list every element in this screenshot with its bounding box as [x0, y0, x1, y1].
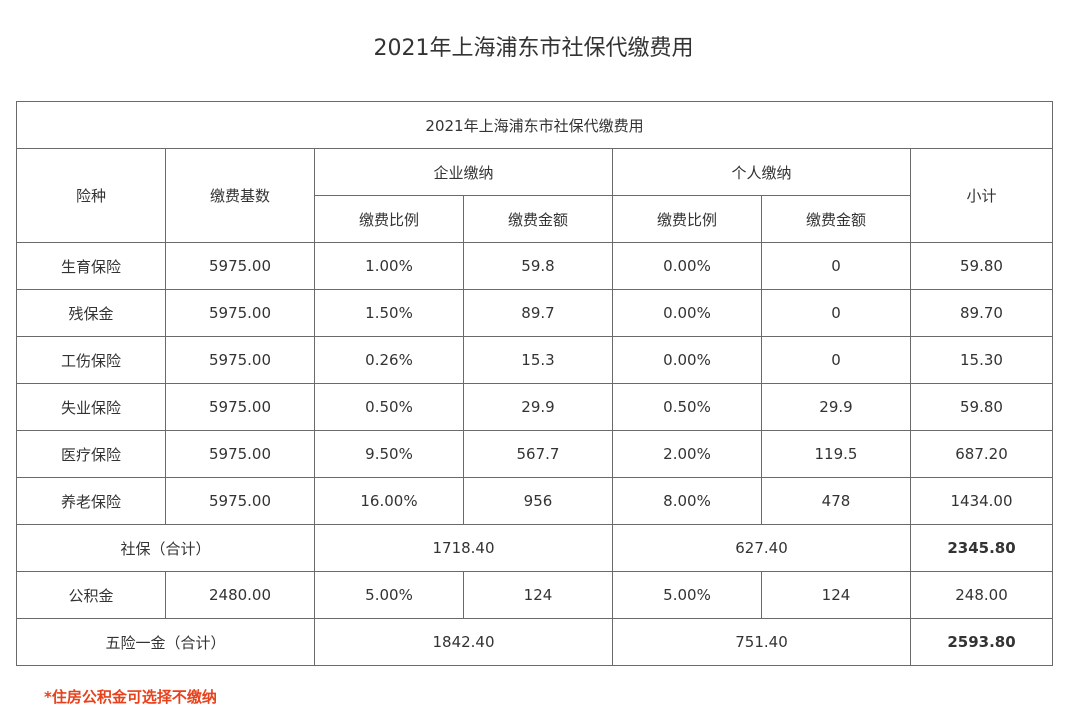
cell-company-rate: 0.50% [314, 383, 464, 431]
cell-type: 公积金 [16, 571, 166, 619]
table-caption: 2021年上海浦东市社保代缴费用 [16, 101, 1053, 149]
cell-subtotal: 59.80 [910, 242, 1053, 290]
cell-company-rate: 5.00% [314, 571, 464, 619]
grand-total-value: 2593.80 [910, 618, 1053, 666]
grand-total-row: 五险一金（合计） 1842.40 751.40 2593.80 [16, 618, 1053, 666]
table-row: 失业保险 5975.00 0.50% 29.9 0.50% 29.9 59.80 [16, 383, 1053, 431]
cell-base: 5975.00 [165, 289, 315, 337]
grand-total-personal: 751.40 [612, 618, 911, 666]
cell-company-amount: 567.7 [463, 430, 613, 478]
cell-personal-amount: 124 [761, 571, 911, 619]
table-caption-row: 2021年上海浦东市社保代缴费用 [16, 101, 1053, 149]
cell-company-rate: 9.50% [314, 430, 464, 478]
grand-total-company: 1842.40 [314, 618, 613, 666]
header-row: 险种 缴费基数 企业缴纳 个人缴纳 小计 [16, 148, 1053, 243]
cell-personal-amount: 29.9 [761, 383, 911, 431]
cell-base: 5975.00 [165, 477, 315, 525]
cell-base: 5975.00 [165, 383, 315, 431]
header-personal-rate: 缴费比例 [612, 195, 762, 243]
header-subtotal: 小计 [910, 148, 1053, 243]
cell-type: 养老保险 [16, 477, 166, 525]
cell-type: 生育保险 [16, 242, 166, 290]
cell-base: 5975.00 [165, 336, 315, 384]
social-insurance-table: 2021年上海浦东市社保代缴费用 险种 缴费基数 企业缴纳 个人缴纳 小计 缴费… [16, 101, 1053, 666]
housing-fund-footnote: *住房公积金可选择不缴纳 [44, 688, 217, 706]
table-row: 生育保险 5975.00 1.00% 59.8 0.00% 0 59.80 [16, 242, 1053, 290]
cell-personal-amount: 0 [761, 242, 911, 290]
cell-company-amount: 29.9 [463, 383, 613, 431]
table-row: 养老保险 5975.00 16.00% 956 8.00% 478 1434.0… [16, 477, 1053, 525]
cell-company-amount: 15.3 [463, 336, 613, 384]
header-type: 险种 [16, 148, 166, 243]
table-row: 医疗保险 5975.00 9.50% 567.7 2.00% 119.5 687… [16, 430, 1053, 478]
cell-company-amount: 59.8 [463, 242, 613, 290]
subheader-row: 缴费比例 缴费金额 缴费比例 缴费金额 [17, 195, 1053, 243]
cell-base: 2480.00 [165, 571, 315, 619]
cell-company-amount: 956 [463, 477, 613, 525]
cell-personal-amount: 0 [761, 336, 911, 384]
cell-personal-amount: 478 [761, 477, 911, 525]
cell-subtotal: 1434.00 [910, 477, 1053, 525]
cell-type: 失业保险 [16, 383, 166, 431]
cell-base: 5975.00 [165, 242, 315, 290]
cell-personal-amount: 0 [761, 289, 911, 337]
social-total-label: 社保（合计） [16, 524, 315, 572]
cell-company-amount: 124 [463, 571, 613, 619]
cell-subtotal: 15.30 [910, 336, 1053, 384]
cell-personal-rate: 2.00% [612, 430, 762, 478]
header-company-amount: 缴费金额 [463, 195, 613, 243]
cell-company-rate: 1.00% [314, 242, 464, 290]
page-title: 2021年上海浦东市社保代缴费用 [373, 36, 694, 61]
header-personal: 个人缴纳 [612, 148, 911, 196]
social-total-company: 1718.40 [314, 524, 613, 572]
cell-personal-rate: 0.00% [612, 289, 762, 337]
cell-base: 5975.00 [165, 430, 315, 478]
cell-personal-rate: 8.00% [612, 477, 762, 525]
cell-type: 工伤保险 [16, 336, 166, 384]
cell-subtotal: 687.20 [910, 430, 1053, 478]
cell-company-rate: 0.26% [314, 336, 464, 384]
grand-total-label: 五险一金（合计） [16, 618, 315, 666]
cell-subtotal: 248.00 [910, 571, 1053, 619]
cell-personal-rate: 0.50% [612, 383, 762, 431]
cell-personal-amount: 119.5 [761, 430, 911, 478]
header-company-rate: 缴费比例 [314, 195, 464, 243]
social-total-value: 2345.80 [910, 524, 1053, 572]
social-total-row: 社保（合计） 1718.40 627.40 2345.80 [16, 524, 1053, 572]
cell-personal-rate: 0.00% [612, 336, 762, 384]
header-base: 缴费基数 [165, 148, 315, 243]
table-row: 残保金 5975.00 1.50% 89.7 0.00% 0 89.70 [16, 289, 1053, 337]
table-row: 工伤保险 5975.00 0.26% 15.3 0.00% 0 15.30 [16, 336, 1053, 384]
cell-personal-rate: 0.00% [612, 242, 762, 290]
social-total-personal: 627.40 [612, 524, 911, 572]
cell-type: 残保金 [16, 289, 166, 337]
cell-company-rate: 16.00% [314, 477, 464, 525]
header-personal-amount: 缴费金额 [761, 195, 911, 243]
cell-subtotal: 89.70 [910, 289, 1053, 337]
cell-type: 医疗保险 [16, 430, 166, 478]
housing-fund-row: 公积金 2480.00 5.00% 124 5.00% 124 248.00 [16, 571, 1053, 619]
cell-company-rate: 1.50% [314, 289, 464, 337]
header-company: 企业缴纳 [314, 148, 613, 196]
cell-subtotal: 59.80 [910, 383, 1053, 431]
cell-company-amount: 89.7 [463, 289, 613, 337]
cell-personal-rate: 5.00% [612, 571, 762, 619]
